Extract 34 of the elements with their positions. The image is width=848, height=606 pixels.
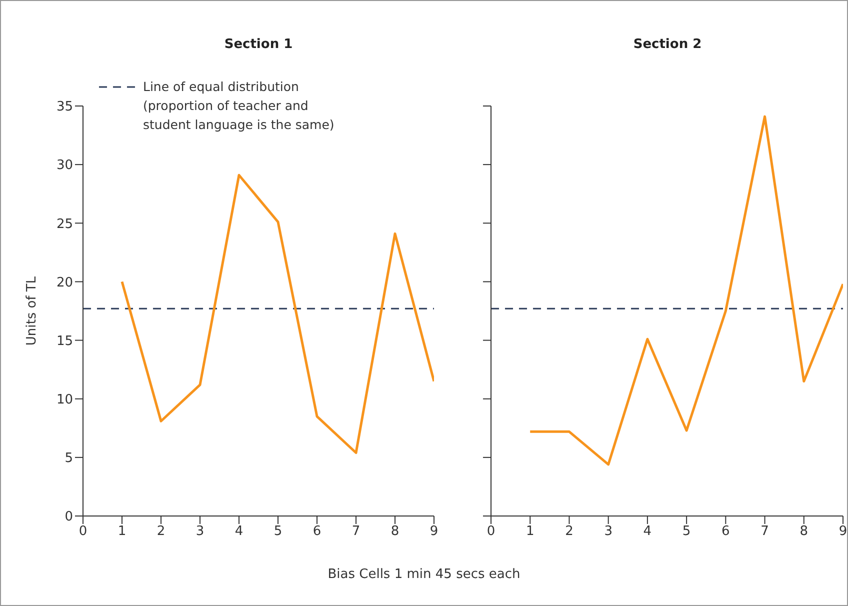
chart-title: Section 2 (632, 37, 703, 52)
x-axis-title: Bias Cells 1 min 45 secs each (326, 567, 522, 582)
chart-title: Section 1 (223, 37, 294, 52)
y-tick-label: 20 (56, 275, 73, 290)
x-tick-label: 8 (390, 524, 400, 540)
y-tick-label: 30 (56, 158, 73, 174)
x-tick-label: 4 (643, 524, 652, 540)
x-tick-label: 2 (156, 524, 166, 540)
y-tick-label: 15 (56, 334, 73, 349)
x-tick-label: 5 (682, 524, 691, 540)
x-tick-label: 3 (196, 524, 204, 540)
x-tick-label: 9 (838, 524, 848, 540)
y-tick-label: 35 (56, 100, 73, 115)
y-tick-label: 10 (56, 392, 73, 408)
x-tick-label: 9 (430, 524, 438, 540)
y-axis-title: Units of TL (24, 276, 40, 346)
x-tick-label: 8 (800, 524, 808, 540)
y-tick-label: 5 (64, 451, 73, 466)
x-tick-label: 7 (352, 524, 360, 540)
x-tick-label: 4 (234, 524, 244, 540)
x-tick-label: 3 (604, 524, 612, 540)
x-tick-label: 0 (486, 524, 496, 540)
y-tick-label: 25 (56, 216, 73, 232)
line-series (120, 174, 434, 454)
x-tick-label: 7 (760, 524, 769, 540)
x-tick-label: 1 (526, 524, 534, 540)
legend-label: Line of equal distribution (proportion of teacher and student language is the same) (143, 78, 336, 134)
x-tick-label: 2 (565, 524, 574, 540)
y-tick-label: 0 (64, 510, 73, 525)
x-tick-label: 6 (312, 524, 322, 540)
x-tick-label: 5 (274, 524, 282, 540)
x-tick-label: 0 (78, 524, 88, 540)
x-tick-label: 1 (118, 524, 126, 540)
x-tick-label: 6 (722, 524, 730, 540)
